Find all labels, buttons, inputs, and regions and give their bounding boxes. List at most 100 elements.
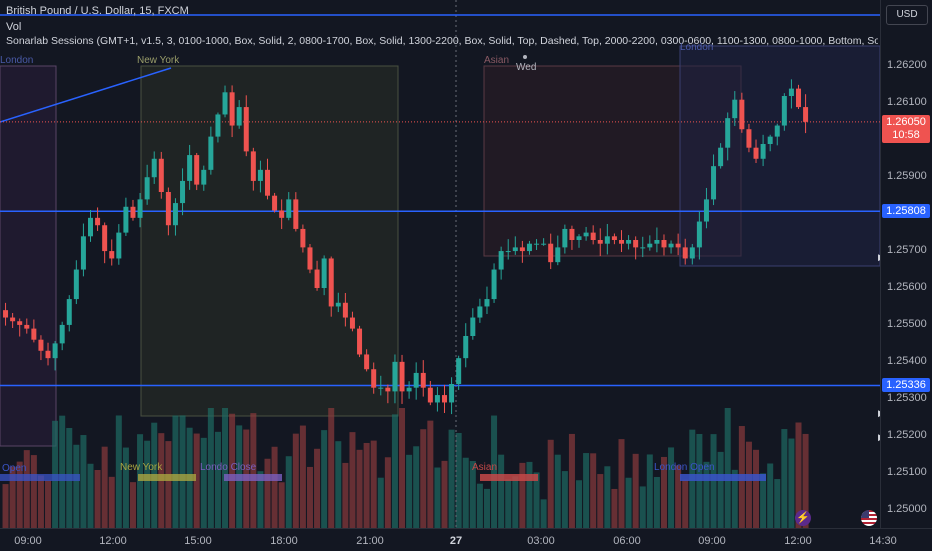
- candle-body: [123, 206, 129, 233]
- candle-body: [696, 221, 702, 248]
- price-tick-label: 1.25300: [887, 391, 927, 404]
- candle-body: [456, 358, 462, 384]
- candle-body: [803, 107, 809, 122]
- candle-body: [583, 232, 589, 237]
- candle-body: [781, 96, 787, 126]
- volume-bar: [632, 453, 639, 528]
- volume-bar: [512, 476, 519, 528]
- candle-body: [165, 192, 171, 226]
- candle-body: [300, 228, 306, 248]
- volume-bar: [590, 453, 597, 528]
- volume-bar: [533, 472, 540, 528]
- candle-body: [434, 395, 440, 403]
- candle-body: [753, 147, 759, 159]
- price-tick-label: 1.25700: [887, 244, 927, 257]
- candle-body: [491, 269, 497, 300]
- volume-bar: [611, 488, 618, 528]
- session-label-london-left: London: [0, 55, 34, 66]
- volume-bar: [476, 483, 483, 528]
- arrow-right-icon[interactable]: ▶: [878, 252, 880, 263]
- volume-bar: [448, 429, 455, 528]
- volume-bar: [498, 454, 505, 528]
- killzone-label-new-york: New York: [120, 462, 163, 473]
- volume-bar: [540, 499, 547, 528]
- candle-body: [541, 243, 547, 245]
- volume-bar: [724, 408, 731, 528]
- time-tick-label: 03:00: [527, 535, 555, 547]
- flash-icon[interactable]: ⚡: [795, 510, 811, 526]
- candle-body: [427, 387, 433, 403]
- bar-countdown: 10:58: [892, 128, 920, 141]
- candle-body: [279, 210, 285, 218]
- arrow-right-icon[interactable]: ▶: [878, 408, 880, 419]
- arrow-right-icon[interactable]: ▶: [878, 432, 880, 443]
- killzone-label-asian: Asian: [472, 462, 498, 473]
- time-tick-label: 18:00: [270, 535, 298, 547]
- volume-bar: [703, 461, 710, 528]
- price-tick-label: 1.25900: [887, 170, 927, 183]
- candle-body: [406, 387, 412, 392]
- volume-bar: [774, 479, 781, 528]
- sessions-indicator-label[interactable]: Sonarlab Sessions (GMT+1, v1.5, 3, 0100-…: [6, 35, 878, 47]
- candle-body: [335, 302, 341, 307]
- candle-body: [17, 321, 23, 325]
- volume-bar: [583, 453, 590, 528]
- volume-bar: [406, 454, 413, 528]
- volume-bar: [306, 466, 313, 528]
- candle-body: [640, 247, 646, 249]
- killzone-bar-london-open: [680, 474, 766, 481]
- vol-indicator-label[interactable]: Vol: [6, 21, 22, 33]
- killzone-label-open-left: Open: [2, 463, 27, 474]
- volume-bar: [455, 432, 462, 528]
- volume-bar: [568, 433, 575, 528]
- candle-body: [321, 258, 327, 288]
- volume-bar: [222, 408, 229, 528]
- volume-bar: [682, 479, 689, 528]
- candle-body: [555, 247, 561, 263]
- candle-body: [307, 247, 313, 270]
- volume-bar: [462, 457, 469, 528]
- trend-line[interactable]: [0, 67, 172, 123]
- currency-button[interactable]: USD: [886, 5, 928, 25]
- candle-body: [229, 92, 235, 126]
- volume-bar: [193, 433, 200, 528]
- volume-bar: [717, 451, 724, 528]
- candle-body: [725, 118, 731, 148]
- level-price-label: 1.25336: [882, 378, 930, 393]
- volume-bar: [335, 441, 342, 528]
- volume-bar: [115, 415, 122, 528]
- candle-body: [3, 310, 9, 318]
- candle-body: [788, 88, 794, 96]
- volume-bar: [696, 434, 703, 528]
- candle-body: [172, 203, 178, 226]
- candles: [3, 79, 809, 415]
- volume-bar: [229, 413, 236, 528]
- chart-area[interactable]: British Pound / U.S. Dollar, 15, FXCM Vo…: [0, 0, 880, 528]
- candle-body: [534, 243, 540, 245]
- candle-body: [569, 228, 575, 240]
- volume-bar: [299, 425, 306, 528]
- killzone-bar-london-left: [0, 474, 80, 481]
- candle-body: [463, 336, 469, 359]
- time-axis[interactable]: 09:00 12:00 15:00 18:00 21:00 27 03:00 06:00 09:…: [0, 528, 932, 551]
- candle-body: [732, 99, 738, 119]
- volume-bar: [788, 438, 795, 528]
- price-tick-label: 1.25200: [887, 428, 927, 441]
- volume-bar: [731, 469, 738, 528]
- volume-bar: [179, 415, 186, 528]
- volume-bar: [363, 442, 370, 528]
- candle-body: [293, 199, 299, 229]
- candle-body: [392, 361, 398, 392]
- us-flag-icon[interactable]: [861, 510, 877, 526]
- time-tick-label: 06:00: [613, 535, 641, 547]
- current-price-value: 1.26050: [886, 115, 926, 128]
- candlestick-plot[interactable]: [0, 0, 880, 528]
- candle-body: [611, 236, 617, 240]
- session-label-asian: Asian: [484, 55, 510, 66]
- price-axis[interactable]: 1.262001.261001.260001.259001.257001.256…: [880, 0, 932, 528]
- killzone-label-london-open: London Open: [654, 462, 715, 473]
- volume-bar: [519, 462, 526, 528]
- volume-bar: [328, 408, 335, 528]
- candle-body: [45, 350, 51, 359]
- candle-body: [59, 324, 65, 344]
